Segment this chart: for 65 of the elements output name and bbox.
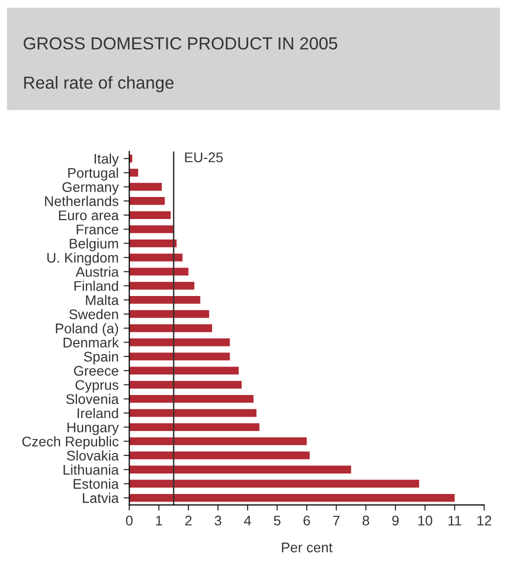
x-tick-label: 6 [304,516,310,526]
x-tick-label: 7 [333,516,340,526]
y-tick-label: Malta [86,294,119,306]
x-axis-title: Per cent [282,542,332,552]
y-tick-label: Finland [74,280,118,291]
bar [129,480,420,488]
x-tick-label: 10 [418,516,432,526]
x-tick-label: 3 [214,516,222,526]
x-tick-label: 2 [185,516,192,526]
y-tick-label: Latvia [82,492,119,503]
y-tick-label: Slovakia [67,450,119,461]
bar [129,466,352,474]
bar [129,239,177,248]
x-tick-label: 0 [126,516,133,526]
bar [129,494,455,502]
y-tick-label: Slovenia [66,394,119,404]
bar [129,254,183,262]
x-tick-label: 11 [448,516,462,526]
y-tick-label: Germany [62,182,119,195]
x-tick-label: 1 [156,516,162,526]
bar [129,380,242,389]
bar [129,423,260,432]
y-tick-label: Sweden [69,309,118,320]
y-tick-label: Estonia [74,478,119,489]
bar [129,394,254,403]
y-tick-label: Portugal [68,168,118,181]
bar [129,310,210,318]
y-tick-label: Denmark [64,337,119,348]
x-tick-label: 5 [274,516,280,526]
y-tick-label: Italy [94,154,119,166]
y-tick-label: Spain [84,351,118,364]
y-tick-label: Ireland [78,408,118,418]
chart-subtitle: Real rate of change [24,76,174,92]
y-tick-label: Czech Republic [22,436,119,450]
chart-title: GROSS DOMESTIC PRODUCT IN 2005 [24,37,338,50]
bar [129,338,230,346]
y-tick-label: Belgium [70,238,118,252]
y-tick-label: Poland (a) [56,323,118,336]
bar [129,366,239,374]
bar [129,409,256,417]
y-tick-label: Netherlands [45,196,118,206]
bar [129,282,194,290]
y-tick-label: Austria [76,266,119,277]
ref-line-label: EU-25 [185,152,223,162]
x-tick-label: 8 [362,516,370,526]
x-tick-label: 4 [244,516,252,526]
bar [129,182,162,191]
y-tick-label: Hungary [68,422,119,436]
bar [129,452,310,460]
bar [129,352,230,360]
y-tick-label: France [76,224,118,234]
bar [129,296,200,304]
bar [129,437,307,446]
bar [129,197,165,205]
y-tick-label: U. Kingdom [47,252,118,266]
y-tick-label: Greece [74,366,118,376]
x-tick-label: 9 [392,516,399,526]
bar [129,211,171,219]
y-tick-label: Euro area [59,210,119,220]
x-tick-label: 12 [478,516,492,526]
y-tick-label: Lithuania [64,464,119,475]
bar [129,225,174,234]
bar [129,268,188,276]
y-tick-label: Cyprus [76,380,118,393]
bar [129,324,212,332]
